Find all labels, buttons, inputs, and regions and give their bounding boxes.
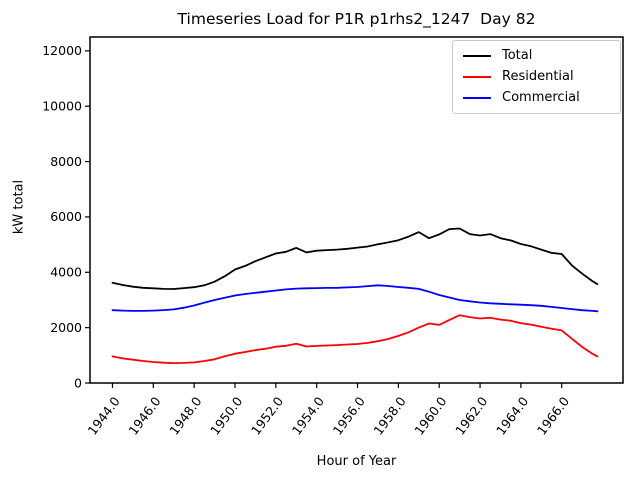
legend-label-total: Total xyxy=(502,48,533,63)
residential-line-sample-icon xyxy=(463,76,491,78)
y-tick-label: 6000 xyxy=(50,209,82,224)
y-tick-label: 8000 xyxy=(50,154,82,169)
commercial-line xyxy=(111,284,599,313)
chart-title: Timeseries Load for P1R p1rhs2_1247 Day … xyxy=(177,10,536,28)
total-line xyxy=(111,227,599,290)
residential-line xyxy=(111,314,599,365)
legend-item-residential: Residential xyxy=(463,70,610,84)
x-tick-label: 1946.0 xyxy=(125,394,163,438)
commercial-line-sample-icon xyxy=(463,97,491,99)
x-tick-label: 1960.0 xyxy=(411,394,449,438)
y-tick-label: 4000 xyxy=(50,265,82,280)
x-tick-label: 1954.0 xyxy=(289,394,327,438)
axes-box xyxy=(89,36,624,384)
legend-label-commercial: Commercial xyxy=(502,90,580,105)
y-tick-label: 12000 xyxy=(42,43,82,58)
x-tick-label: 1962.0 xyxy=(452,394,490,438)
x-tick-label: 1948.0 xyxy=(166,394,204,438)
x-tick-label: 1950.0 xyxy=(207,394,245,438)
legend-item-total: Total xyxy=(463,49,610,63)
x-tick-label: 1944.0 xyxy=(85,394,123,438)
y-tick-label: 0 xyxy=(74,375,82,390)
x-tick-label: 1956.0 xyxy=(330,394,368,438)
x-axis-label: Hour of Year xyxy=(316,454,397,469)
x-tick-label: 1964.0 xyxy=(493,394,531,438)
legend-label-residential: Residential xyxy=(502,69,574,84)
y-tick-label: 10000 xyxy=(42,99,82,114)
legend-item-commercial: Commercial xyxy=(463,91,610,105)
x-tick-label: 1966.0 xyxy=(534,394,572,438)
total-line-sample-icon xyxy=(463,55,491,57)
x-tick-label: 1952.0 xyxy=(248,394,286,438)
legend: Total Residential Commercial xyxy=(452,40,621,114)
y-tick-label: 2000 xyxy=(50,320,82,335)
x-tick-label: 1958.0 xyxy=(370,394,408,438)
